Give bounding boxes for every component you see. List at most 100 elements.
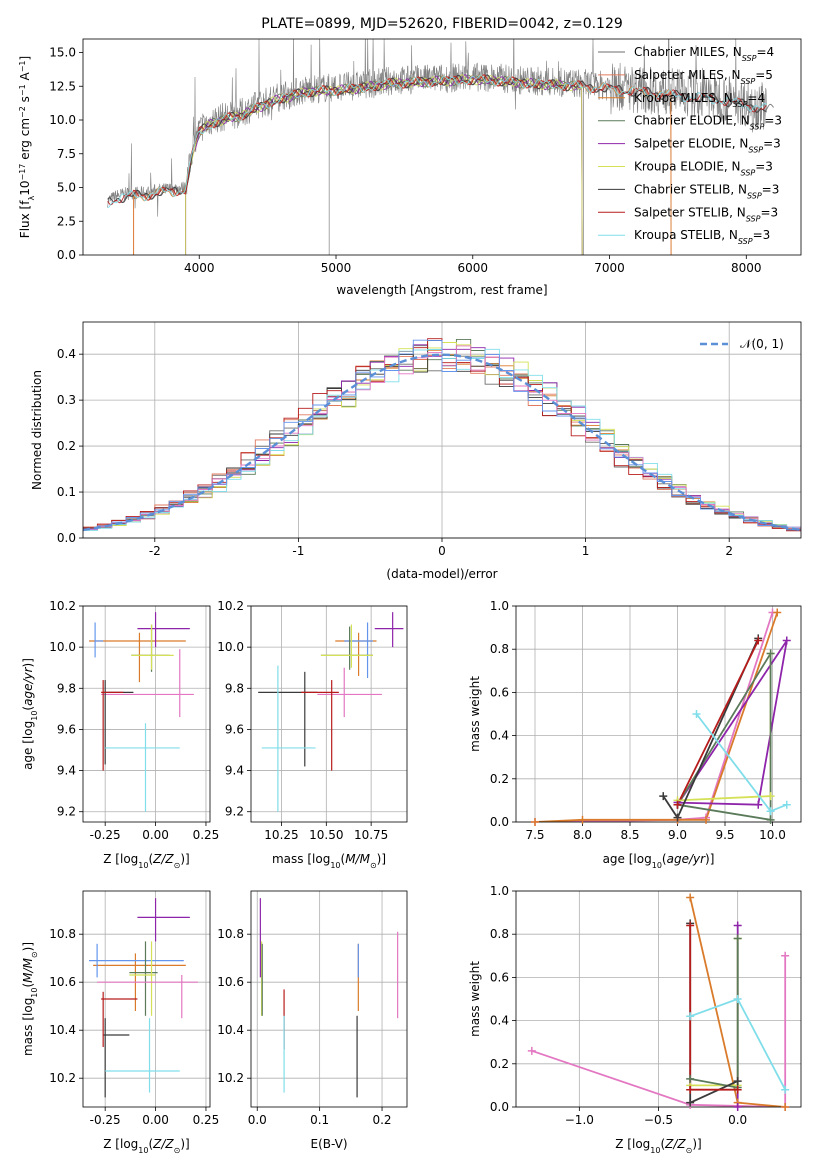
y-tick-label: 10.8 <box>217 927 244 941</box>
y-tick-label: 10.0 <box>49 113 76 127</box>
x-tick-label: 10.0 <box>759 828 786 842</box>
model-series-line <box>117 74 774 203</box>
mass-weight-marker <box>766 792 775 801</box>
plot-area <box>89 612 194 812</box>
axes-mass_vs_ebv: 0.0 0.1 0.2 10.2 10.4 10.6 10.8 <box>217 890 408 1127</box>
y-axis-label: Normed distribution <box>30 370 44 490</box>
x-tick-label: 0.1 <box>310 1113 329 1127</box>
mass-weight-line <box>676 650 772 821</box>
x-tick-label: 0.2 <box>372 1113 391 1127</box>
x-tick-label: -0.25 <box>90 1113 121 1127</box>
y-tick-label: 1.0 <box>490 599 509 613</box>
axes-frame <box>250 890 408 1108</box>
y-axis-label: mass [log10(M/M⊙)] <box>21 942 39 1056</box>
y-tick-label: 0.2 <box>57 439 76 453</box>
mass-weight-marker <box>659 792 668 801</box>
legend-entry: Kroupa ELODIE, NSSP=3 <box>634 160 773 178</box>
x-tick-label: 7.5 <box>525 828 544 842</box>
mass-weight-marker <box>781 1103 790 1111</box>
y-tick-label: 7.5 <box>57 147 76 161</box>
mass-weight-marker <box>766 807 775 816</box>
legend-entry: Chabrier MILES, NSSP=4 <box>634 45 774 63</box>
axes-spectrum: 4000 5000 6000 7000 8000 0.0 2.5 5.0 7.5 10.0 12.5… <box>49 38 802 275</box>
x-tick-label: -2 <box>149 544 161 558</box>
mass-weight-line <box>676 640 788 806</box>
mass-weight-marker <box>692 710 701 718</box>
axes-mass_vs_Z: -0.25 0.00 0.25 10.2 10.4 10.6 10.8 <box>49 890 219 1127</box>
y-tick-label: 0.8 <box>490 927 509 941</box>
x-tick-label: 7000 <box>594 261 625 275</box>
mass-weight-marker <box>766 649 775 658</box>
y-tick-label: 9.8 <box>225 681 244 695</box>
x-tick-label: 6000 <box>457 261 488 275</box>
x-tick-label: 0.00 <box>142 828 169 842</box>
plot-area <box>89 898 198 1098</box>
mass-weight-marker <box>781 951 790 960</box>
x-tick-label: -1 <box>292 544 304 558</box>
y-tick-label: 0.0 <box>57 248 76 262</box>
x-tick-label: 8.0 <box>573 828 592 842</box>
x-tick-label: 0.0 <box>248 1113 267 1127</box>
y-tick-label: 10.4 <box>217 1023 244 1037</box>
axes-massweight_vs_Z: −1.0 −0.5 0.0 0.0 0.2 0.4 0.6 0.8 1.0 <box>490 884 802 1127</box>
y-tick-label: 5.0 <box>57 181 76 195</box>
axes-frame <box>515 605 802 823</box>
y-tick-label: 10.2 <box>217 599 244 613</box>
mass-weight-marker <box>531 818 539 826</box>
mass-weight-marker <box>686 921 695 930</box>
legend: Chabrier MILES, NSSP=4 Salpeter MILES, NS… <box>598 45 782 246</box>
x-tick-label: −0.5 <box>644 1113 673 1127</box>
y-tick-label: 0.6 <box>490 685 509 699</box>
mass-weight-marker <box>754 800 763 809</box>
x-tick-label: 1 <box>582 544 590 558</box>
model-series-line <box>185 74 583 255</box>
model-series-line <box>107 74 767 204</box>
x-tick-label: 10.50 <box>309 828 343 842</box>
mass-weight-marker <box>782 800 791 809</box>
mass-weight-marker <box>673 800 682 809</box>
y-tick-label: 0.2 <box>490 772 509 786</box>
x-tick-label: 10.25 <box>264 828 298 842</box>
model-series-line <box>185 74 583 255</box>
y-tick-label: 10.2 <box>217 1071 244 1085</box>
mass-weight-marker <box>673 813 682 822</box>
mass-weight-marker <box>733 1085 742 1094</box>
x-axis-label: E(B-V) <box>310 1137 347 1151</box>
y-tick-label: 9.8 <box>57 681 76 695</box>
y-tick-label: 9.6 <box>57 722 76 736</box>
y-tick-label: 10.0 <box>49 640 76 654</box>
y-tick-label: 0.6 <box>490 970 509 984</box>
plot-area <box>259 898 399 1098</box>
x-axis-label: wavelength [Angstrom, rest frame] <box>336 283 547 297</box>
mass-weight-marker <box>686 1012 695 1021</box>
x-axis-label: (data-model)/error <box>386 567 497 581</box>
mass-weight-marker <box>782 636 791 645</box>
mass-weight-marker <box>702 815 710 824</box>
chart-title: PLATE=0899, MJD=52620, FIBERID=0042, z=0… <box>261 16 623 32</box>
y-tick-label: 10.8 <box>49 927 76 941</box>
mass-weight-marker <box>686 893 695 902</box>
model-series-line <box>107 74 767 209</box>
x-tick-label: 10.75 <box>354 828 388 842</box>
y-axis-label: age [log10(age/yr)] <box>21 658 39 770</box>
x-tick-label: 8.5 <box>620 828 639 842</box>
y-tick-label: 9.4 <box>225 764 244 778</box>
axes-massweight_vs_age: 7.5 8.0 8.5 9.0 9.5 10.0 0.0 0.2 0.4 0.6 0.8 1.0 <box>490 599 802 842</box>
y-tick-label: 2.5 <box>57 214 76 228</box>
axes-frame <box>250 605 408 823</box>
legend-entry: Chabrier STELIB, NSSP=3 <box>634 182 779 200</box>
legend-entry: Salpeter STELIB, NSSP=3 <box>634 205 778 223</box>
y-tick-label: 0.3 <box>57 393 76 407</box>
x-tick-label: 0.0 <box>728 1113 747 1127</box>
y-tick-label: 9.2 <box>225 805 244 819</box>
mass-weight-marker <box>733 921 742 930</box>
y-tick-label: 0.4 <box>57 347 76 361</box>
mass-weight-marker <box>733 1077 742 1086</box>
mass-weight-marker <box>773 608 782 617</box>
x-tick-label: −1.0 <box>565 1113 594 1127</box>
normal-reference-curve <box>83 353 801 532</box>
x-axis-label: Z [log10(Z/Z⊙)] <box>103 1137 189 1155</box>
x-tick-label: 0 <box>438 544 446 558</box>
model-series-line <box>133 74 672 255</box>
